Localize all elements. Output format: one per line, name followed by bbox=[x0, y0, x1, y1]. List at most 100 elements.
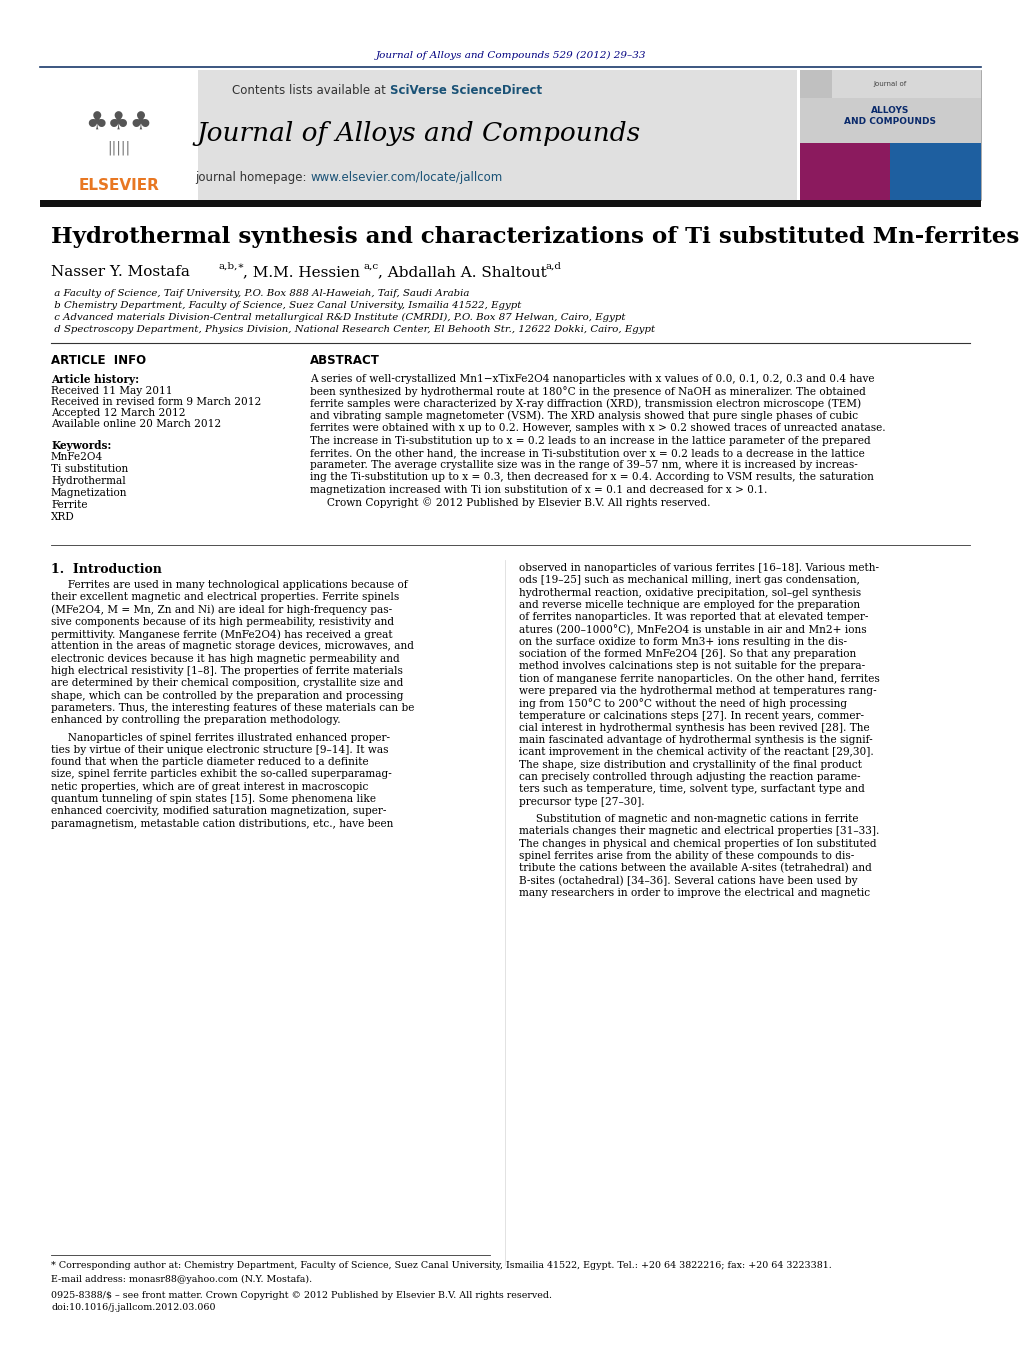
Text: of ferrites nanoparticles. It was reported that at elevated temper-: of ferrites nanoparticles. It was report… bbox=[519, 612, 869, 623]
Text: enhanced coercivity, modified saturation magnetization, super-: enhanced coercivity, modified saturation… bbox=[51, 807, 386, 816]
Text: ing the Ti-substitution up to x = 0.3, then decreased for x = 0.4. According to : ing the Ti-substitution up to x = 0.3, t… bbox=[310, 473, 874, 482]
Text: ferrites were obtained with x up to 0.2. However, samples with x > 0.2 showed tr: ferrites were obtained with x up to 0.2.… bbox=[310, 423, 885, 434]
Text: , M.M. Hessien: , M.M. Hessien bbox=[243, 265, 359, 280]
Text: Hydrothermal: Hydrothermal bbox=[51, 476, 126, 486]
Text: are determined by their chemical composition, crystallite size and: are determined by their chemical composi… bbox=[51, 678, 403, 689]
Text: ters such as temperature, time, solvent type, surfactant type and: ters such as temperature, time, solvent … bbox=[519, 785, 865, 794]
Text: shape, which can be controlled by the preparation and processing: shape, which can be controlled by the pr… bbox=[51, 690, 403, 701]
Text: sive components because of its high permeability, resistivity and: sive components because of its high perm… bbox=[51, 617, 394, 627]
Text: paramagnetism, metastable cation distributions, etc., have been: paramagnetism, metastable cation distrib… bbox=[51, 819, 393, 828]
Text: tribute the cations between the available A-sites (tetrahedral) and: tribute the cations between the availabl… bbox=[519, 863, 872, 874]
Text: Magnetization: Magnetization bbox=[51, 488, 128, 499]
Text: ELSEVIER: ELSEVIER bbox=[79, 178, 159, 193]
Text: ties by virtue of their unique electronic structure [9–14]. It was: ties by virtue of their unique electroni… bbox=[51, 744, 389, 755]
Text: Article history:: Article history: bbox=[51, 374, 139, 385]
FancyBboxPatch shape bbox=[890, 143, 981, 200]
Text: * Corresponding author at: Chemistry Department, Faculty of Science, Suez Canal : * Corresponding author at: Chemistry Dep… bbox=[51, 1260, 832, 1270]
Text: electronic devices because it has high magnetic permeability and: electronic devices because it has high m… bbox=[51, 654, 400, 663]
Text: A series of well-crystallized Mn1−xTixFe2O4 nanoparticles with x values of 0.0, : A series of well-crystallized Mn1−xTixFe… bbox=[310, 374, 875, 384]
Text: observed in nanoparticles of various ferrites [16–18]. Various meth-: observed in nanoparticles of various fer… bbox=[519, 563, 879, 573]
Text: Received 11 May 2011: Received 11 May 2011 bbox=[51, 386, 173, 396]
FancyBboxPatch shape bbox=[40, 70, 797, 200]
Text: ABSTRACT: ABSTRACT bbox=[310, 354, 380, 366]
Text: found that when the particle diameter reduced to a definite: found that when the particle diameter re… bbox=[51, 757, 369, 767]
Text: ods [19–25] such as mechanical milling, inert gas condensation,: ods [19–25] such as mechanical milling, … bbox=[519, 576, 860, 585]
Text: Contents lists available at: Contents lists available at bbox=[233, 84, 390, 96]
FancyBboxPatch shape bbox=[40, 200, 981, 207]
Text: Keywords:: Keywords: bbox=[51, 440, 111, 451]
Text: on the surface oxidize to form Mn3+ ions resulting in the dis-: on the surface oxidize to form Mn3+ ions… bbox=[519, 636, 847, 647]
Text: The changes in physical and chemical properties of Ion substituted: The changes in physical and chemical pro… bbox=[519, 839, 877, 848]
Text: b Chemistry Department, Faculty of Science, Suez Canal University, Ismailia 4152: b Chemistry Department, Faculty of Scien… bbox=[51, 301, 522, 309]
Text: enhanced by controlling the preparation methodology.: enhanced by controlling the preparation … bbox=[51, 715, 341, 725]
Text: , Abdallah A. Shaltout: , Abdallah A. Shaltout bbox=[378, 265, 547, 280]
Text: www.elsevier.com/locate/jallcom: www.elsevier.com/locate/jallcom bbox=[310, 172, 502, 185]
Text: netic properties, which are of great interest in macroscopic: netic properties, which are of great int… bbox=[51, 782, 369, 792]
Text: attention in the areas of magnetic storage devices, microwaves, and: attention in the areas of magnetic stora… bbox=[51, 642, 414, 651]
Text: their excellent magnetic and electrical properties. Ferrite spinels: their excellent magnetic and electrical … bbox=[51, 592, 399, 603]
Text: MnFe2O4: MnFe2O4 bbox=[51, 453, 103, 462]
Text: Ferrites are used in many technological applications because of: Ferrites are used in many technological … bbox=[51, 580, 407, 590]
Text: SciVerse ScienceDirect: SciVerse ScienceDirect bbox=[390, 84, 542, 96]
Text: temperature or calcinations steps [27]. In recent years, commer-: temperature or calcinations steps [27]. … bbox=[519, 711, 864, 720]
Text: XRD: XRD bbox=[51, 512, 75, 521]
Text: d Spectroscopy Department, Physics Division, National Research Center, El Behoot: d Spectroscopy Department, Physics Divis… bbox=[51, 326, 655, 334]
Text: journal homepage:: journal homepage: bbox=[195, 172, 310, 185]
Text: parameter. The average crystallite size was in the range of 39–57 nm, where it i: parameter. The average crystallite size … bbox=[310, 461, 858, 470]
Text: and reverse micelle technique are employed for the preparation: and reverse micelle technique are employ… bbox=[519, 600, 860, 609]
Text: ALLOYS
AND COMPOUNDS: ALLOYS AND COMPOUNDS bbox=[844, 105, 936, 126]
Text: magnetization increased with Ti ion substitution of x = 0.1 and decreased for x : magnetization increased with Ti ion subs… bbox=[310, 485, 768, 494]
Text: size, spinel ferrite particles exhibit the so-called superparamag-: size, spinel ferrite particles exhibit t… bbox=[51, 770, 392, 780]
FancyBboxPatch shape bbox=[800, 70, 981, 200]
Text: Nanoparticles of spinel ferrites illustrated enhanced proper-: Nanoparticles of spinel ferrites illustr… bbox=[51, 732, 390, 743]
FancyBboxPatch shape bbox=[800, 70, 981, 99]
Text: Substitution of magnetic and non-magnetic cations in ferrite: Substitution of magnetic and non-magneti… bbox=[519, 815, 859, 824]
Text: (MFe2O4, M = Mn, Zn and Ni) are ideal for high-frequency pas-: (MFe2O4, M = Mn, Zn and Ni) are ideal fo… bbox=[51, 605, 392, 615]
Text: spinel ferrites arise from the ability of these compounds to dis-: spinel ferrites arise from the ability o… bbox=[519, 851, 855, 861]
Text: Nasser Y. Mostafa: Nasser Y. Mostafa bbox=[51, 265, 190, 280]
Text: a,d: a,d bbox=[545, 262, 561, 270]
Text: 1.  Introduction: 1. Introduction bbox=[51, 563, 162, 576]
Text: cial interest in hydrothermal synthesis has been revived [28]. The: cial interest in hydrothermal synthesis … bbox=[519, 723, 870, 732]
Text: The increase in Ti-substitution up to x = 0.2 leads to an increase in the lattic: The increase in Ti-substitution up to x … bbox=[310, 435, 871, 446]
Text: ♣♣♣: ♣♣♣ bbox=[86, 111, 152, 135]
Text: ferrites. On the other hand, the increase in Ti-substitution over x = 0.2 leads : ferrites. On the other hand, the increas… bbox=[310, 447, 865, 458]
Text: a Faculty of Science, Taif University, P.O. Box 888 Al-Haweiah, Taif, Saudi Arab: a Faculty of Science, Taif University, P… bbox=[51, 289, 470, 299]
Text: sociation of the formed MnFe2O4 [26]. So that any preparation: sociation of the formed MnFe2O4 [26]. So… bbox=[519, 648, 857, 659]
Text: high electrical resistivity [1–8]. The properties of ferrite materials: high electrical resistivity [1–8]. The p… bbox=[51, 666, 403, 676]
Text: Available online 20 March 2012: Available online 20 March 2012 bbox=[51, 419, 222, 430]
Text: a,c: a,c bbox=[363, 262, 378, 270]
Text: c Advanced materials Division-Central metallurgical R&D Institute (CMRDI), P.O. : c Advanced materials Division-Central me… bbox=[51, 313, 626, 322]
Text: B-sites (octahedral) [34–36]. Several cations have been used by: B-sites (octahedral) [34–36]. Several ca… bbox=[519, 875, 858, 886]
Text: atures (200–1000°C), MnFe2O4 is unstable in air and Mn2+ ions: atures (200–1000°C), MnFe2O4 is unstable… bbox=[519, 624, 867, 635]
FancyBboxPatch shape bbox=[40, 70, 198, 200]
Text: precursor type [27–30].: precursor type [27–30]. bbox=[519, 797, 644, 807]
Text: method involves calcinations step is not suitable for the prepara-: method involves calcinations step is not… bbox=[519, 662, 865, 671]
Text: ARTICLE  INFO: ARTICLE INFO bbox=[51, 354, 146, 366]
Text: Journal of Alloys and Compounds: Journal of Alloys and Compounds bbox=[196, 120, 640, 146]
Text: a,b,∗: a,b,∗ bbox=[218, 262, 244, 270]
Text: materials changes their magnetic and electrical properties [31–33].: materials changes their magnetic and ele… bbox=[519, 827, 879, 836]
Text: |||||: ||||| bbox=[107, 141, 131, 155]
Text: main fascinated advantage of hydrothermal synthesis is the signif-: main fascinated advantage of hydrotherma… bbox=[519, 735, 873, 746]
Text: tion of manganese ferrite nanoparticles. On the other hand, ferrites: tion of manganese ferrite nanoparticles.… bbox=[519, 674, 880, 684]
FancyBboxPatch shape bbox=[800, 70, 832, 99]
Text: can precisely controlled through adjusting the reaction parame-: can precisely controlled through adjusti… bbox=[519, 773, 861, 782]
Text: Hydrothermal synthesis and characterizations of Ti substituted Mn-ferrites: Hydrothermal synthesis and characterizat… bbox=[51, 226, 1019, 249]
Text: quantum tunneling of spin states [15]. Some phenomena like: quantum tunneling of spin states [15]. S… bbox=[51, 794, 376, 804]
Text: many researchers in order to improve the electrical and magnetic: many researchers in order to improve the… bbox=[519, 888, 870, 898]
Text: Crown Copyright © 2012 Published by Elsevier B.V. All rights reserved.: Crown Copyright © 2012 Published by Else… bbox=[310, 497, 711, 508]
Text: Ti substitution: Ti substitution bbox=[51, 463, 129, 474]
Text: The shape, size distribution and crystallinity of the final product: The shape, size distribution and crystal… bbox=[519, 759, 862, 770]
Text: E-mail address: monasr88@yahoo.com (N.Y. Mostafa).: E-mail address: monasr88@yahoo.com (N.Y.… bbox=[51, 1275, 312, 1283]
Text: and vibrating sample magnetometer (VSM). The XRD analysis showed that pure singl: and vibrating sample magnetometer (VSM).… bbox=[310, 411, 858, 422]
Text: Journal of: Journal of bbox=[873, 81, 907, 86]
Text: 0925-8388/$ – see front matter. Crown Copyright © 2012 Published by Elsevier B.V: 0925-8388/$ – see front matter. Crown Co… bbox=[51, 1292, 552, 1300]
Text: icant improvement in the chemical activity of the reactant [29,30].: icant improvement in the chemical activi… bbox=[519, 747, 874, 758]
Text: were prepared via the hydrothermal method at temperatures rang-: were prepared via the hydrothermal metho… bbox=[519, 686, 877, 696]
Text: doi:10.1016/j.jallcom.2012.03.060: doi:10.1016/j.jallcom.2012.03.060 bbox=[51, 1302, 215, 1312]
Text: been synthesized by hydrothermal route at 180°C in the presence of NaOH as miner: been synthesized by hydrothermal route a… bbox=[310, 386, 866, 397]
Text: Ferrite: Ferrite bbox=[51, 500, 88, 509]
Text: ferrite samples were characterized by X-ray diffraction (XRD), transmission elec: ferrite samples were characterized by X-… bbox=[310, 399, 861, 409]
Text: ing from 150°C to 200°C without the need of high processing: ing from 150°C to 200°C without the need… bbox=[519, 698, 847, 709]
